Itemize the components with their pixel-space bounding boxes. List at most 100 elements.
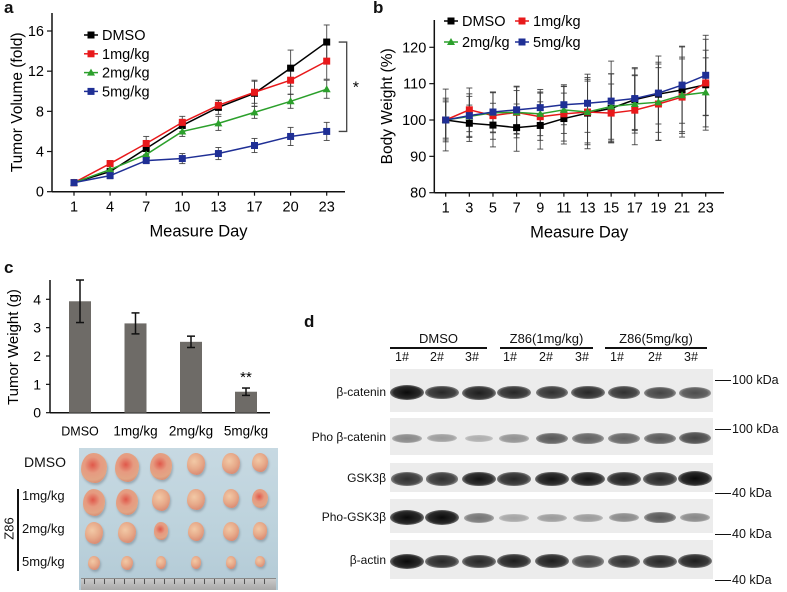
data-point-1mg-kg bbox=[465, 106, 473, 114]
protein-band bbox=[425, 385, 459, 400]
data-point-5mg-kg bbox=[654, 89, 662, 97]
tumor-specimen bbox=[190, 556, 202, 569]
x-tick-label: 10 bbox=[174, 200, 190, 216]
tumor-specimen bbox=[222, 489, 240, 509]
y-tick-label: 12 bbox=[28, 64, 44, 80]
data-point-2mg-kg bbox=[322, 85, 331, 93]
protein-band bbox=[390, 510, 424, 526]
protein-band bbox=[678, 554, 712, 569]
blot-row-label: Pho β-catenin bbox=[311, 430, 386, 445]
data-point-2mg-kg bbox=[654, 98, 663, 106]
photo-row-label-5mg: 5mg/kg bbox=[22, 554, 65, 569]
protein-band bbox=[464, 434, 494, 443]
protein-band bbox=[425, 472, 459, 486]
legend-label-5mg-kg: 5mg/kg bbox=[533, 35, 581, 51]
protein-band bbox=[607, 554, 641, 569]
protein-band bbox=[462, 471, 496, 487]
x-tick-label: 23 bbox=[319, 200, 335, 216]
x-tick-label: 4 bbox=[106, 200, 114, 216]
blot-lane-label: 3# bbox=[575, 350, 589, 364]
blot-strip bbox=[390, 540, 713, 579]
z86-bracket-line bbox=[17, 489, 19, 571]
data-point-1mg-kg bbox=[251, 88, 258, 96]
protein-band bbox=[427, 434, 457, 443]
y-tick-label: 80 bbox=[410, 186, 426, 202]
tumor-specimen bbox=[120, 556, 134, 571]
tumor-specimen bbox=[155, 556, 167, 569]
x-tick-label: 17 bbox=[246, 200, 262, 216]
legend-label-2mg-kg: 2mg/kg bbox=[462, 35, 510, 51]
molecular-weight-marker: 100 kDa bbox=[715, 422, 779, 436]
data-point-2mg-kg bbox=[678, 91, 687, 99]
protein-band bbox=[571, 385, 605, 400]
molecular-weight-marker: 100 kDa bbox=[715, 373, 779, 387]
legend-label-1mg-kg: 1mg/kg bbox=[533, 14, 581, 30]
data-point-2mg-kg bbox=[214, 119, 223, 127]
data-point-dmso bbox=[560, 115, 568, 123]
protein-band bbox=[497, 554, 531, 569]
data-point-5mg-kg bbox=[584, 99, 592, 107]
data-point-5mg-kg bbox=[323, 127, 331, 135]
tumor-specimen bbox=[251, 453, 269, 473]
photo-row-label-1mg: 1mg/kg bbox=[22, 488, 65, 503]
x-tick-label: 7 bbox=[513, 201, 521, 217]
blot-lane-label: 2# bbox=[430, 350, 444, 364]
series-line-5mg-kg bbox=[445, 74, 706, 121]
legend-marker-dmso bbox=[447, 17, 455, 25]
x-axis-title: Measure Day bbox=[149, 223, 248, 241]
protein-band bbox=[607, 386, 641, 400]
x-tick-label: 13 bbox=[210, 200, 226, 216]
significance-bracket bbox=[338, 41, 348, 133]
photo-row-label-2mg: 2mg/kg bbox=[22, 521, 65, 536]
legend-label-dmso: DMSO bbox=[462, 14, 506, 30]
tumor-specimen bbox=[114, 453, 140, 482]
blot-row-label: β-actin bbox=[349, 553, 386, 568]
blot-group-line bbox=[500, 347, 593, 349]
tumor-weight-chart: 0 1 2 3 4 DMSO 1mg/kg 2mg/kg 5mg/kg ** Tumor Weigh… bbox=[5, 279, 270, 439]
x-tick-label: 15 bbox=[603, 201, 619, 217]
data-point-2mg-kg bbox=[250, 108, 259, 116]
data-point-1mg-kg bbox=[631, 106, 639, 114]
protein-band bbox=[643, 472, 677, 486]
data-point-5mg-kg bbox=[607, 97, 615, 105]
data-point-dmso bbox=[513, 124, 521, 132]
protein-band bbox=[499, 434, 529, 443]
data-point-5mg-kg bbox=[251, 141, 258, 149]
protein-band bbox=[425, 510, 459, 526]
protein-band bbox=[425, 554, 459, 569]
data-point-5mg-kg bbox=[678, 81, 686, 89]
legend-marker-1mg-kg bbox=[518, 17, 526, 25]
y-tick-label: 8 bbox=[36, 104, 44, 120]
y-tick-label: 16 bbox=[28, 24, 44, 40]
blot-row-label: β-catenin bbox=[336, 384, 386, 399]
data-point-1mg-kg bbox=[106, 160, 114, 168]
legend-marker-1mg-kg bbox=[87, 50, 95, 58]
data-point-5mg-kg bbox=[142, 157, 150, 165]
data-point-1mg-kg bbox=[607, 109, 615, 117]
blot-lane-label: 2# bbox=[648, 350, 662, 364]
data-point-1mg-kg bbox=[560, 110, 568, 118]
y-tick-label: 3 bbox=[33, 320, 41, 336]
protein-band bbox=[497, 472, 531, 486]
tumor-specimen bbox=[187, 489, 205, 510]
data-point-2mg-kg bbox=[607, 102, 616, 110]
x-tick-label: 19 bbox=[650, 201, 666, 217]
bar-2mg-kg bbox=[180, 341, 202, 413]
protein-band bbox=[607, 471, 641, 486]
data-point-5mg-kg bbox=[560, 101, 568, 109]
protein-band bbox=[535, 471, 569, 487]
legend-marker-5mg-kg bbox=[87, 87, 95, 95]
legend-label-dmso: DMSO bbox=[102, 28, 146, 44]
protein-band bbox=[462, 554, 496, 569]
data-point-5mg-kg bbox=[287, 132, 295, 140]
x-tick-label: 3 bbox=[465, 201, 473, 217]
protein-band bbox=[391, 433, 423, 443]
protein-band bbox=[571, 471, 605, 487]
protein-band bbox=[499, 513, 529, 522]
protein-band bbox=[608, 513, 640, 523]
blot-lane-label: 3# bbox=[465, 350, 479, 364]
x-tick-label: 1 bbox=[442, 201, 450, 217]
y-tick-label: 0 bbox=[33, 405, 41, 421]
blot-strip bbox=[390, 418, 713, 455]
molecular-weight-marker: 40 kDa bbox=[715, 573, 772, 587]
